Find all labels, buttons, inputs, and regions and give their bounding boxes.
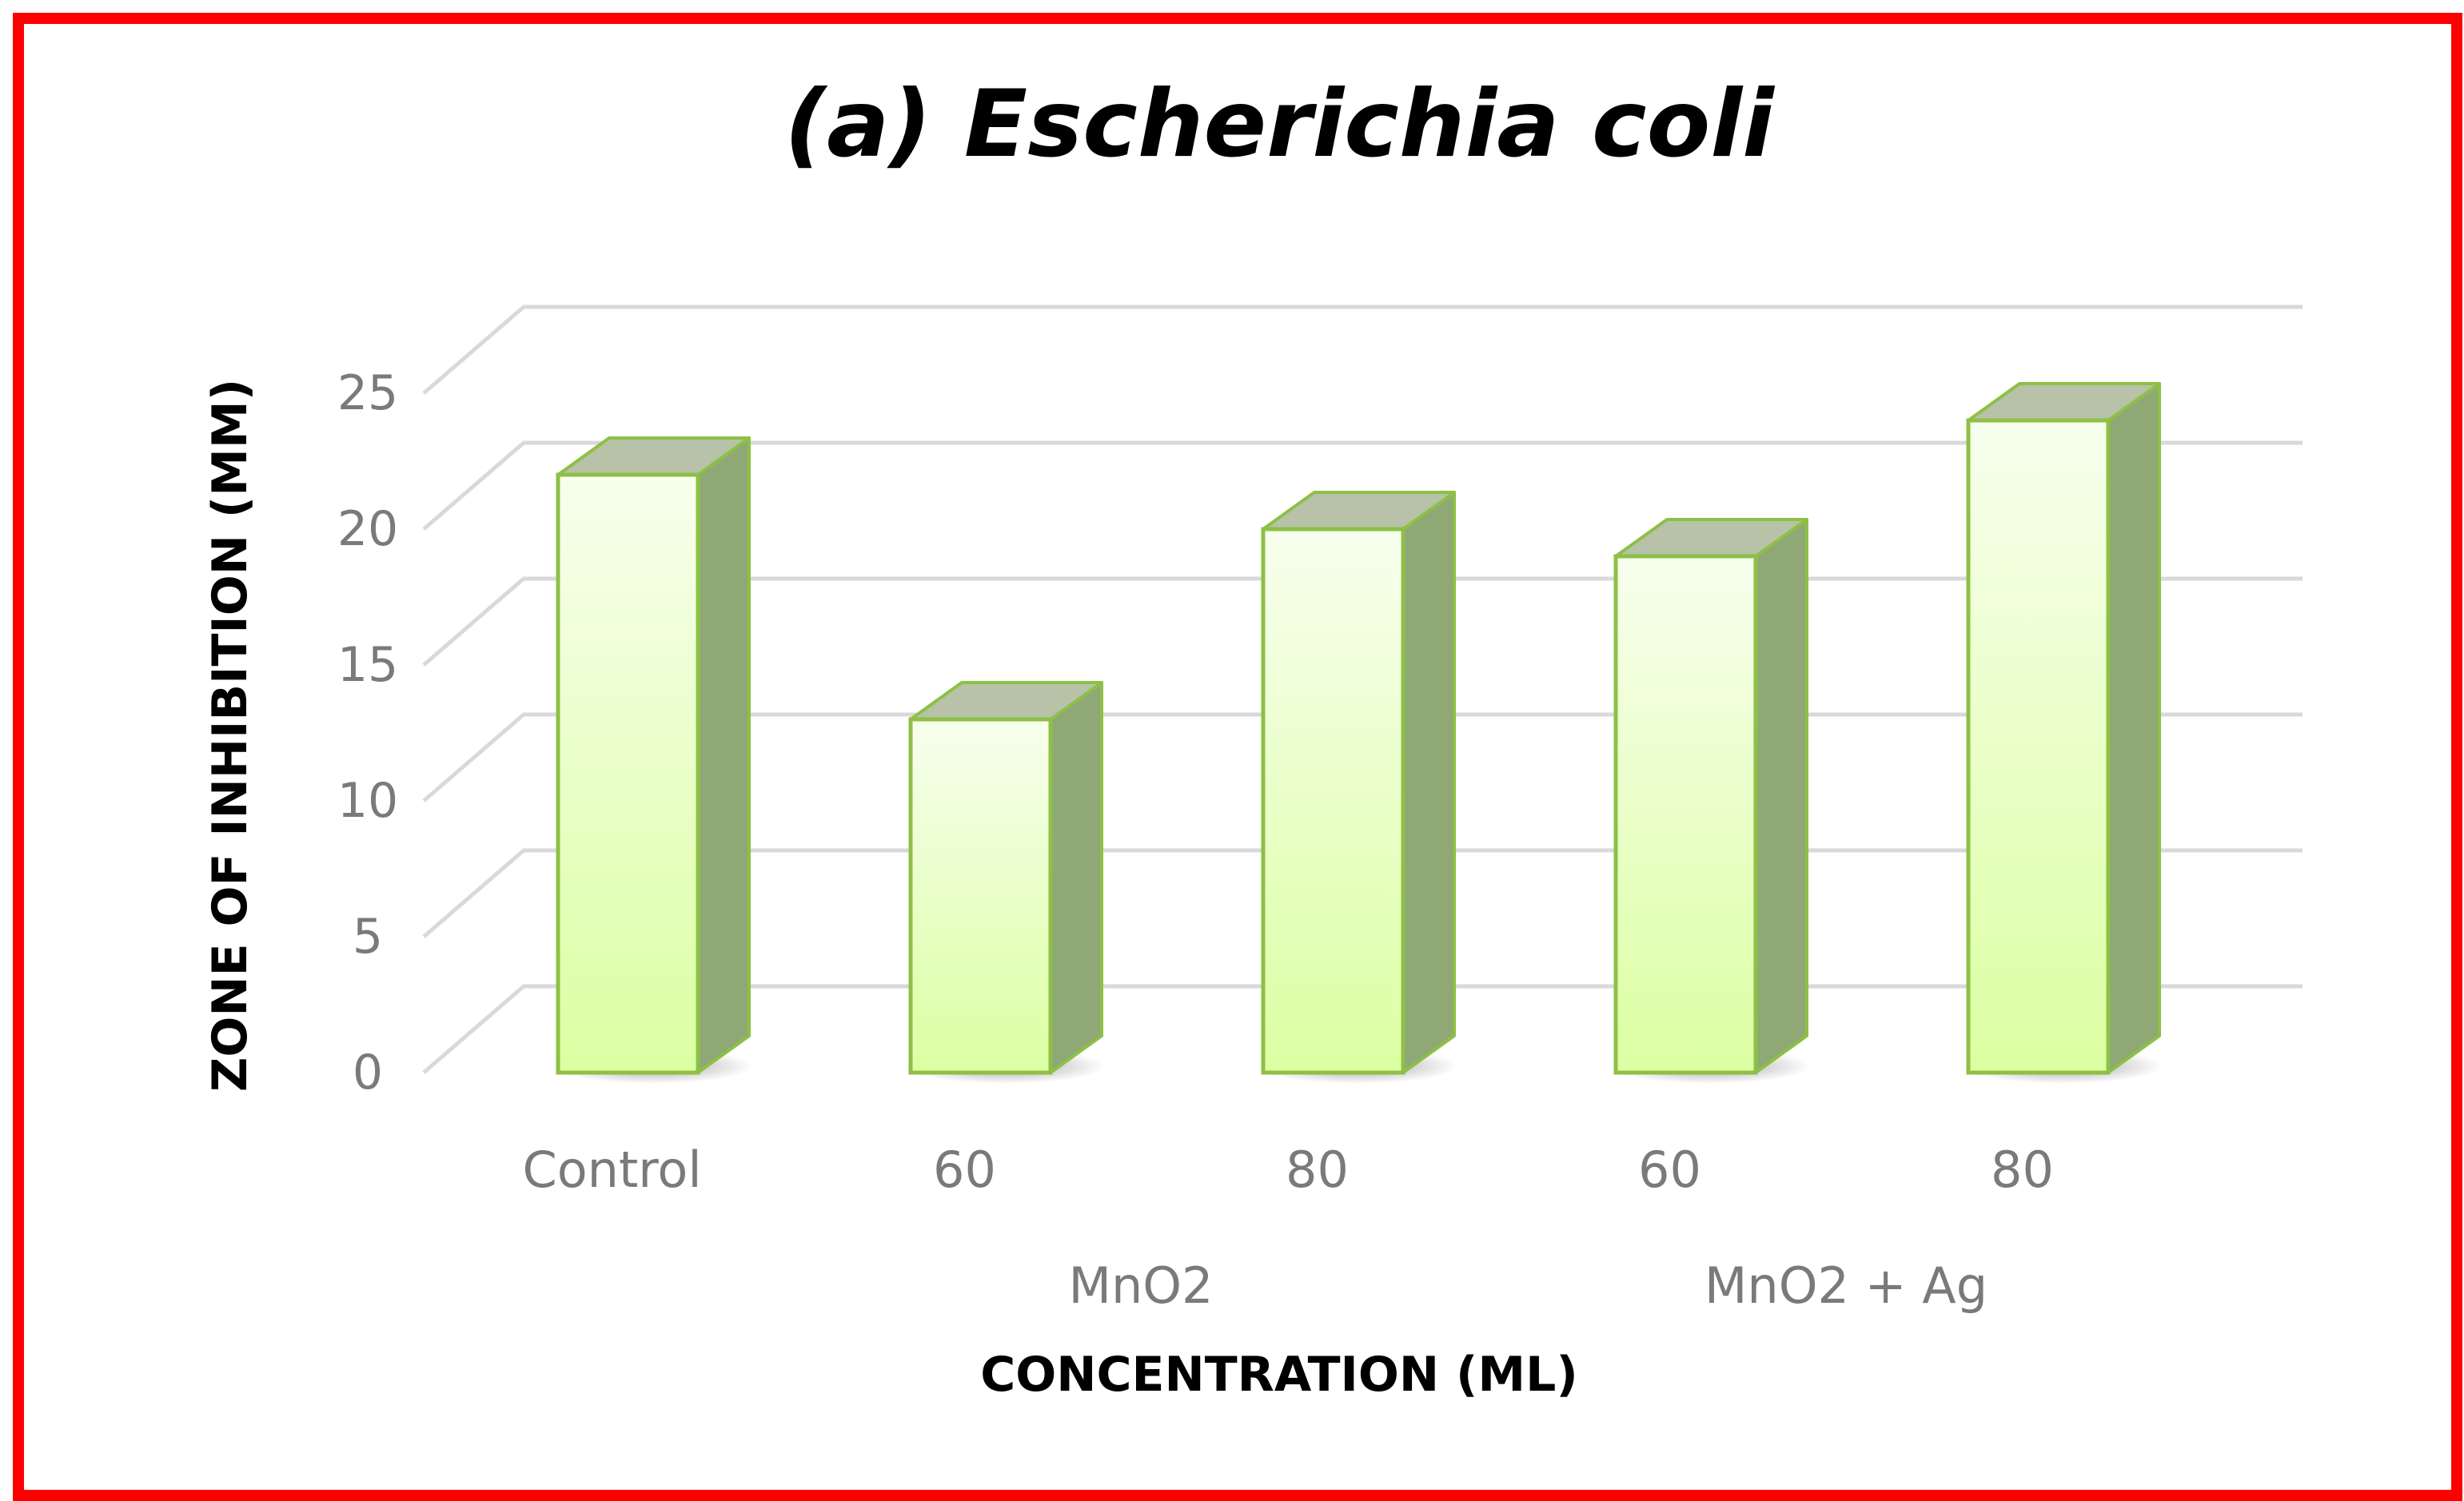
y-tick-label: 20 [337, 501, 398, 557]
y-tick-label: 5 [353, 909, 383, 965]
chart-frame: (a) Escherichia coli 0 5 10 15 20 25 Control 6… [13, 13, 2462, 1501]
x-group-label: MnO2 [1068, 1256, 1213, 1315]
chart-title: (a) Escherichia coli [784, 70, 1776, 178]
bar-1 [903, 681, 1106, 1084]
y-tick-label: 15 [337, 637, 398, 693]
bar-side-face [1754, 518, 1808, 1074]
y-axis-title: ZONE OF INHIBITION (MM) [202, 379, 258, 1092]
bar-front-face [908, 717, 1053, 1075]
bar-4 [1961, 382, 2163, 1084]
x-category-label: 60 [1638, 1141, 1701, 1199]
y-tick-label: 0 [353, 1045, 383, 1101]
gridline-20 [422, 440, 2303, 531]
bar-front-face [1613, 554, 1758, 1075]
x-group-labels: MnO2 MnO2 + Ag [1068, 1256, 1988, 1315]
x-category-label: Control [522, 1141, 701, 1199]
gridline-25 [422, 305, 2303, 395]
bar-front-face [1261, 527, 1405, 1075]
x-category-labels: Control 60 80 60 80 [522, 1141, 2054, 1199]
x-category-label: 80 [1286, 1141, 1349, 1199]
bars [551, 382, 2163, 1084]
x-category-label: 60 [933, 1141, 996, 1199]
y-tick-label: 10 [337, 773, 398, 829]
y-tick-label: 25 [337, 365, 398, 421]
x-axis-title: CONCENTRATION (ML) [980, 1347, 1578, 1403]
bar-0 [551, 436, 753, 1084]
bar-side-face [2107, 382, 2161, 1074]
bar-front-face [556, 472, 700, 1075]
bar-front-face [1966, 418, 2111, 1075]
bar-2 [1256, 491, 1458, 1084]
bar-side-face [1401, 491, 1456, 1074]
chart-svg: (a) Escherichia coli 0 5 10 15 20 25 Control 6… [202, 70, 2303, 1403]
bar-side-face [1049, 681, 1103, 1074]
x-group-label: MnO2 + Ag [1704, 1256, 1988, 1315]
bar-3 [1609, 518, 1811, 1084]
x-category-label: 80 [1991, 1141, 2054, 1199]
y-tick-labels: 0 5 10 15 20 25 [337, 365, 398, 1101]
bar-side-face [696, 436, 751, 1074]
